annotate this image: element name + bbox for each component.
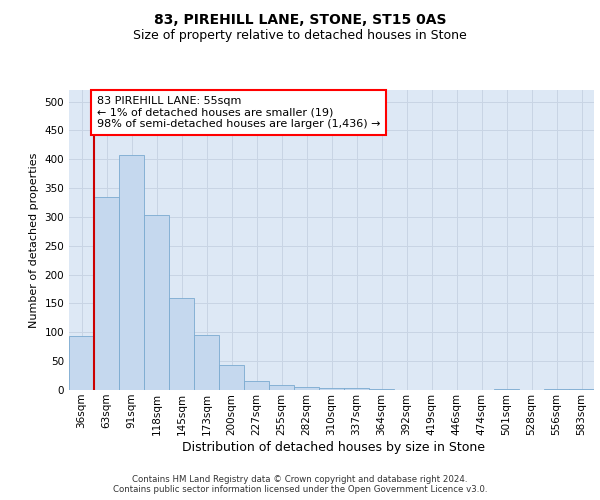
Y-axis label: Number of detached properties: Number of detached properties: [29, 152, 39, 328]
Bar: [319, 388, 344, 390]
Bar: [169, 298, 194, 390]
Text: Size of property relative to detached houses in Stone: Size of property relative to detached ho…: [133, 29, 467, 42]
Bar: [219, 364, 244, 390]
Text: 83 PIREHILL LANE: 55sqm
← 1% of detached houses are smaller (19)
98% of semi-det: 83 PIREHILL LANE: 55sqm ← 1% of detached…: [97, 96, 380, 129]
Bar: [369, 389, 394, 390]
Text: 83, PIREHILL LANE, STONE, ST15 0AS: 83, PIREHILL LANE, STONE, ST15 0AS: [154, 12, 446, 26]
Bar: [94, 196, 119, 390]
Bar: [69, 336, 94, 390]
Bar: [294, 387, 319, 390]
Bar: [269, 385, 294, 390]
Bar: [244, 382, 269, 390]
Text: Distribution of detached houses by size in Stone: Distribution of detached houses by size …: [182, 441, 485, 454]
Bar: [494, 389, 519, 390]
Bar: [544, 389, 569, 390]
Text: Contains HM Land Registry data © Crown copyright and database right 2024.
Contai: Contains HM Land Registry data © Crown c…: [113, 474, 487, 494]
Bar: [144, 214, 169, 390]
Bar: [344, 388, 369, 390]
Bar: [569, 389, 594, 390]
Bar: [194, 335, 219, 390]
Bar: [119, 154, 144, 390]
